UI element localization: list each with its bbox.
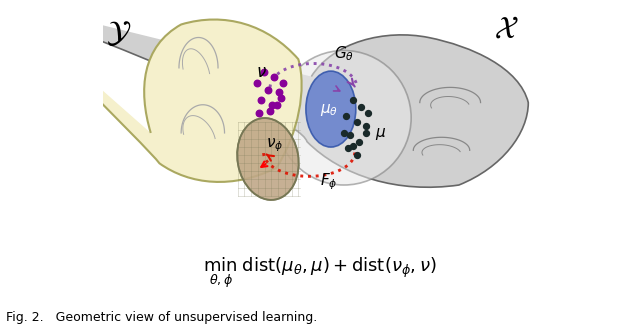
Point: [348, 143, 358, 149]
Text: $F_\phi$: $F_\phi$: [320, 171, 337, 192]
Text: $\underset{\theta,\phi}{\min}\;\mathrm{dist}(\mu_\theta,\mu) + \mathrm{dist}(\nu: $\underset{\theta,\phi}{\min}\;\mathrm{d…: [203, 256, 437, 290]
Ellipse shape: [237, 118, 299, 200]
Point: [259, 70, 269, 75]
Point: [360, 130, 371, 136]
PathPatch shape: [0, 35, 528, 331]
Point: [343, 146, 353, 151]
Ellipse shape: [306, 71, 356, 147]
Text: $\mu_\theta$: $\mu_\theta$: [321, 102, 339, 118]
PathPatch shape: [0, 20, 301, 331]
Point: [348, 98, 358, 103]
Circle shape: [276, 51, 411, 185]
Text: Fig. 2.   Geometric view of unsupervised learning.: Fig. 2. Geometric view of unsupervised l…: [6, 311, 317, 324]
Point: [341, 113, 351, 118]
Point: [267, 102, 277, 107]
Point: [278, 80, 288, 86]
Point: [354, 139, 364, 144]
Text: $\mathcal{Y}$: $\mathcal{Y}$: [106, 19, 131, 48]
Text: $\nu$: $\nu$: [256, 63, 267, 81]
Point: [345, 132, 355, 138]
Text: $\mathcal{X}$: $\mathcal{X}$: [494, 14, 519, 43]
Point: [274, 89, 284, 94]
Text: $\nu_\phi$: $\nu_\phi$: [266, 136, 283, 154]
Point: [252, 80, 262, 86]
Point: [352, 152, 362, 157]
Point: [263, 87, 273, 92]
Text: $\mu$: $\mu$: [375, 126, 387, 142]
Point: [339, 130, 349, 136]
Text: $G_\theta$: $G_\theta$: [334, 45, 354, 63]
Point: [276, 96, 286, 101]
Point: [256, 98, 266, 103]
Point: [360, 124, 371, 129]
Point: [271, 102, 282, 107]
Point: [363, 111, 373, 116]
Point: [265, 109, 275, 114]
Point: [269, 74, 280, 79]
Point: [356, 104, 366, 110]
Point: [254, 111, 264, 116]
Point: [352, 119, 362, 125]
